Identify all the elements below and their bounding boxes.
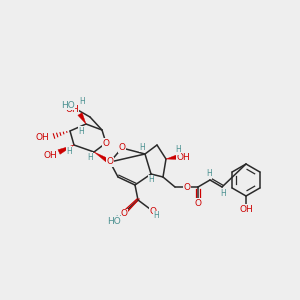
Polygon shape [94, 152, 111, 164]
Text: H: H [148, 176, 154, 184]
Text: H: H [66, 146, 72, 155]
Text: OH: OH [65, 104, 79, 113]
Text: H: H [139, 142, 145, 152]
Text: O: O [194, 199, 202, 208]
Polygon shape [166, 154, 178, 160]
Text: HO: HO [61, 100, 75, 109]
Text: O: O [184, 182, 190, 191]
Text: H: H [206, 169, 212, 178]
Text: H: H [220, 188, 226, 197]
Text: OH: OH [43, 151, 57, 160]
Polygon shape [58, 145, 74, 154]
Text: OH: OH [176, 152, 190, 161]
Text: O: O [121, 209, 128, 218]
Polygon shape [78, 113, 86, 124]
Text: OH: OH [239, 205, 253, 214]
Text: H: H [175, 146, 181, 154]
Text: HO: HO [107, 217, 121, 226]
Text: H: H [115, 214, 121, 224]
Text: H: H [153, 212, 159, 220]
Text: OH: OH [35, 133, 49, 142]
Text: O: O [103, 139, 110, 148]
Text: H: H [79, 98, 85, 106]
Text: H: H [78, 127, 84, 136]
Text: O: O [118, 143, 125, 152]
Text: O: O [106, 158, 113, 166]
Text: H: H [87, 152, 93, 161]
Text: O: O [149, 208, 157, 217]
